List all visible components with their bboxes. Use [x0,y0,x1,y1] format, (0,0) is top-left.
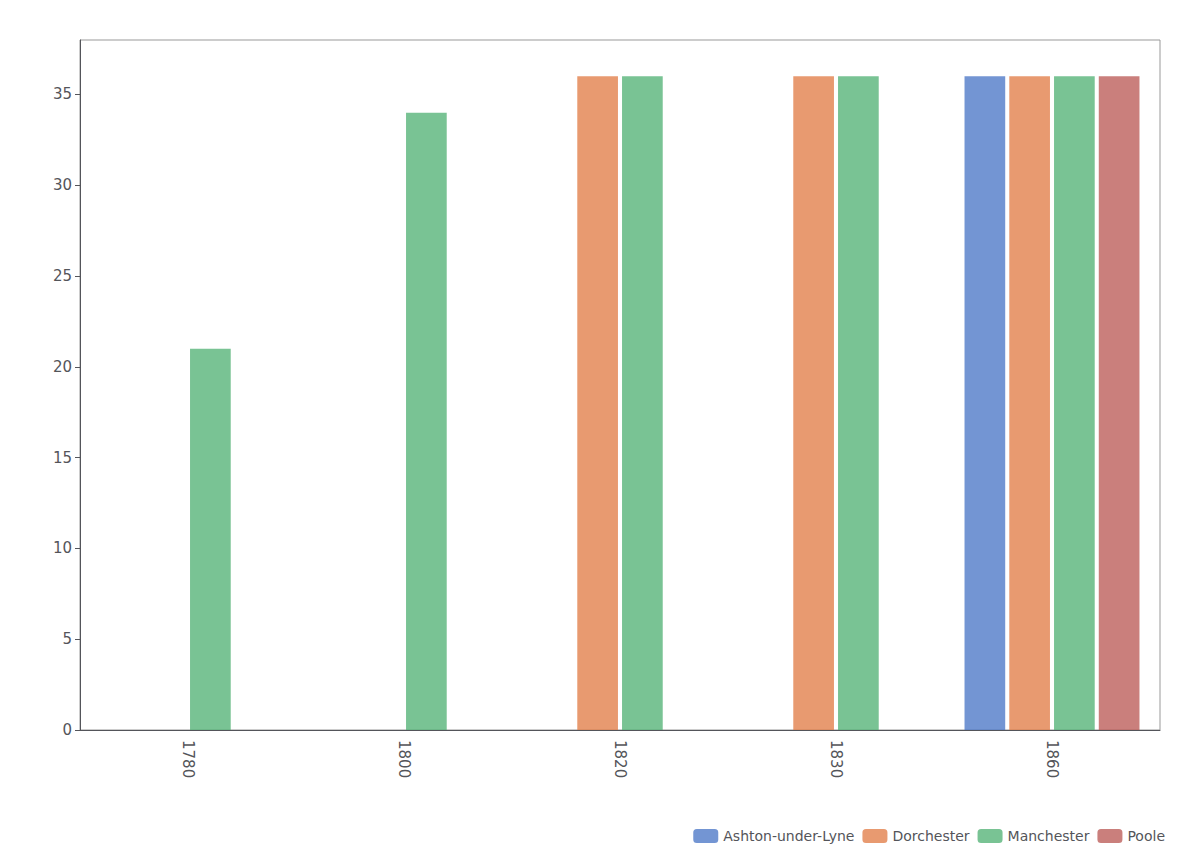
svg-text:30: 30 [53,176,72,194]
svg-text:Poole: Poole [1127,828,1165,844]
svg-text:25: 25 [53,267,72,285]
svg-text:1860: 1860 [1043,740,1061,778]
svg-text:Ashton-under-Lyne: Ashton-under-Lyne [723,828,854,844]
svg-text:5: 5 [62,630,72,648]
svg-text:20: 20 [53,358,72,376]
svg-text:10: 10 [53,539,72,557]
svg-text:1830: 1830 [827,740,845,778]
svg-text:35: 35 [53,85,72,103]
svg-text:Dorchester: Dorchester [892,828,969,844]
svg-text:1800: 1800 [395,740,413,778]
svg-text:Manchester: Manchester [1008,828,1090,844]
svg-text:15: 15 [53,449,72,467]
svg-text:1820: 1820 [611,740,629,778]
svg-text:0: 0 [62,721,72,739]
svg-text:1780: 1780 [179,740,197,778]
